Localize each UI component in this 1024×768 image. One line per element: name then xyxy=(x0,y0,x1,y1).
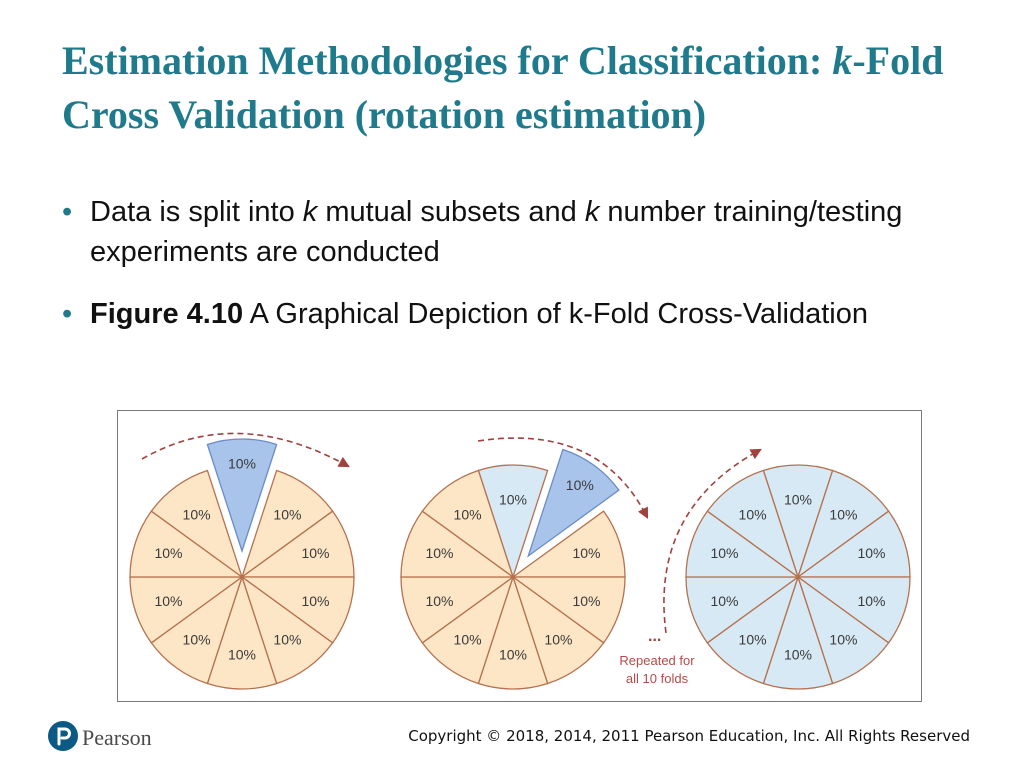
slice-label: 10% xyxy=(499,646,527,662)
test-slice xyxy=(527,448,620,558)
kfold-diagram: 10%10%10%10%10%10%10%10%10%10% 10%10%10%… xyxy=(129,432,911,690)
slice-label: 10% xyxy=(154,545,182,561)
slice-label: 10% xyxy=(784,492,812,508)
slice-label: 10% xyxy=(273,632,301,648)
footer: Pearson Copyright © 2018, 2014, 2011 Pea… xyxy=(0,715,1024,765)
pearson-logo-icon xyxy=(48,721,78,751)
bullet-list: • Data is split into k mutual subsets an… xyxy=(62,192,922,356)
slice-label: 10% xyxy=(425,545,453,561)
slice-label: 10% xyxy=(572,593,600,609)
bullet-dot-icon: • xyxy=(62,196,73,228)
slice-label: 10% xyxy=(739,632,767,648)
pie-all-folds: 10% 10% 10% 10% 10% 10% 10% 10% 10% 10% xyxy=(685,464,911,690)
slice-label: 10% xyxy=(857,593,885,609)
copyright-text: Copyright © 2018, 2014, 2011 Pearson Edu… xyxy=(408,727,970,745)
train-slice xyxy=(421,469,515,579)
repeated-dots: ... xyxy=(648,628,661,645)
train-slice xyxy=(150,469,244,579)
rotation-arrow-2 xyxy=(477,437,649,519)
slice-label: 10% xyxy=(499,492,527,508)
slice-label: 10% xyxy=(183,632,211,648)
train-slice xyxy=(706,469,800,579)
kfold-figure: 10% 10% 10% 10% 10% 10% 10% 10% 10% 10% 10% 10% 10%… xyxy=(117,410,922,702)
slice-label: 10% xyxy=(154,593,182,609)
title-k: k xyxy=(832,38,853,83)
pearson-brand: Pearson xyxy=(82,725,152,750)
repeated-note-line1: Repeated for xyxy=(619,653,695,668)
pie-center xyxy=(796,575,800,579)
slice-label: 10% xyxy=(710,593,738,609)
rotation-arrow-1 xyxy=(141,432,350,468)
slice-label: 10% xyxy=(784,646,812,662)
slice-label: 10% xyxy=(228,646,256,662)
bullet-split: • Data is split into k mutual subsets an… xyxy=(62,192,922,272)
pie-center xyxy=(511,575,515,579)
repeated-note-line2: all 10 folds xyxy=(626,671,689,686)
slice-label: 10% xyxy=(829,632,857,648)
slice-label: 10% xyxy=(228,455,256,471)
slice-label: 10% xyxy=(273,506,301,522)
slice-label: 10% xyxy=(739,506,767,522)
slice-label: 10% xyxy=(301,593,329,609)
pie-fold-2: 10% 10% 10% 10% 10% 10% 10% 10% 10% 10% xyxy=(400,448,626,690)
slice-label: 10% xyxy=(829,506,857,522)
slice-label: 10% xyxy=(454,506,482,522)
pie-fold-1: 10% 10% 10% 10% 10% 10% 10% 10% 10% 10% xyxy=(129,438,355,690)
bullet-figure-caption: • Figure 4.10 A Graphical Depiction of k… xyxy=(62,294,922,334)
pie-center xyxy=(240,575,244,579)
test-slice xyxy=(206,438,278,554)
slice-label: 10% xyxy=(544,632,572,648)
slice-label: 10% xyxy=(572,545,600,561)
slice-label: 10% xyxy=(183,506,211,522)
slice-label: 10% xyxy=(857,545,885,561)
slice-label: 10% xyxy=(454,632,482,648)
slice-label: 10% xyxy=(301,545,329,561)
slice-label: 10% xyxy=(425,593,453,609)
bullet-dot-icon: • xyxy=(62,298,73,330)
slide-title: Estimation Methodologies for Classificat… xyxy=(62,38,944,137)
slice-label: 10% xyxy=(710,545,738,561)
slice-label: 10% xyxy=(566,477,594,493)
